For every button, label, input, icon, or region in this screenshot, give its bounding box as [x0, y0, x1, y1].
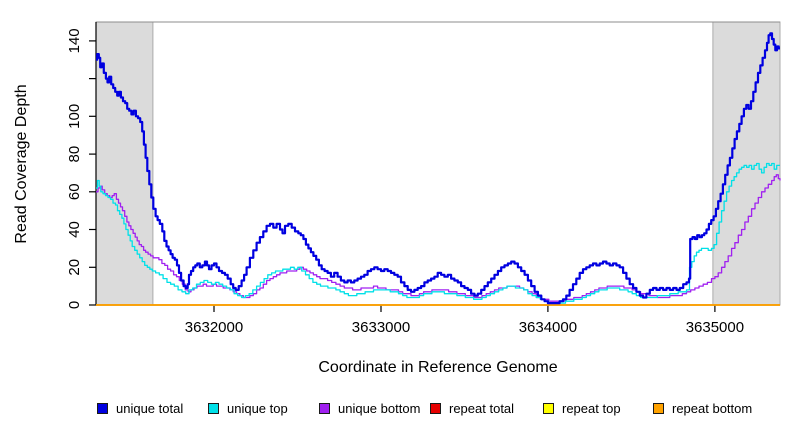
y-tick-label: 80	[66, 146, 83, 163]
legend-item-repeat-bottom: repeat bottom	[653, 398, 752, 418]
shaded-repeat-region	[95, 21, 154, 306]
x-tick-label: 3635000	[686, 319, 744, 336]
legend-item-repeat-total: repeat total	[430, 398, 514, 418]
legend-label: unique total	[116, 400, 184, 416]
y-tick-label: 140	[66, 28, 83, 53]
x-tick-label: 3634000	[519, 319, 577, 336]
legend-item-unique-total: unique total	[97, 398, 183, 418]
y-tick-label: 100	[66, 104, 83, 129]
legend-swatch-repeat-total	[430, 402, 441, 414]
legend-swatch-repeat-bottom	[653, 402, 664, 414]
legend-swatch-unique-bottom	[319, 402, 330, 414]
series-line-unique-top	[96, 162, 780, 304]
legend-item-unique-top: unique top	[208, 398, 288, 418]
legend-swatch-unique-top	[208, 402, 219, 414]
series-line-unique-bottom	[96, 174, 781, 302]
legend-item-repeat-top: repeat top	[543, 398, 621, 418]
plot-svg: Coordinate in Reference Genome Read Cove…	[13, 21, 781, 376]
legend-swatch-unique-total	[97, 402, 108, 414]
x-tick-label: 3632000	[185, 319, 243, 336]
y-tick-label: 60	[66, 183, 83, 200]
x-tick-label: 3633000	[352, 319, 410, 336]
legend-swatch-repeat-top	[543, 402, 554, 414]
shaded-repeat-region	[712, 21, 781, 306]
series-line-unique-total	[96, 32, 780, 305]
y-tick-label: 20	[66, 259, 83, 276]
legend-label: unique top	[227, 400, 288, 416]
legend-label: repeat top	[562, 400, 621, 416]
y-tick-label: 40	[66, 221, 83, 238]
legend-label: repeat bottom	[672, 400, 753, 416]
legend-label: unique bottom	[338, 400, 421, 416]
x-axis-title: Coordinate in Reference Genome	[318, 359, 557, 376]
legend-item-unique-bottom: unique bottom	[319, 398, 420, 418]
y-axis-title: Read Coverage Depth	[13, 84, 30, 243]
legend: unique total unique top unique bottom re…	[0, 398, 792, 420]
legend-label: repeat total	[449, 400, 515, 416]
y-tick-label: 0	[66, 301, 83, 309]
